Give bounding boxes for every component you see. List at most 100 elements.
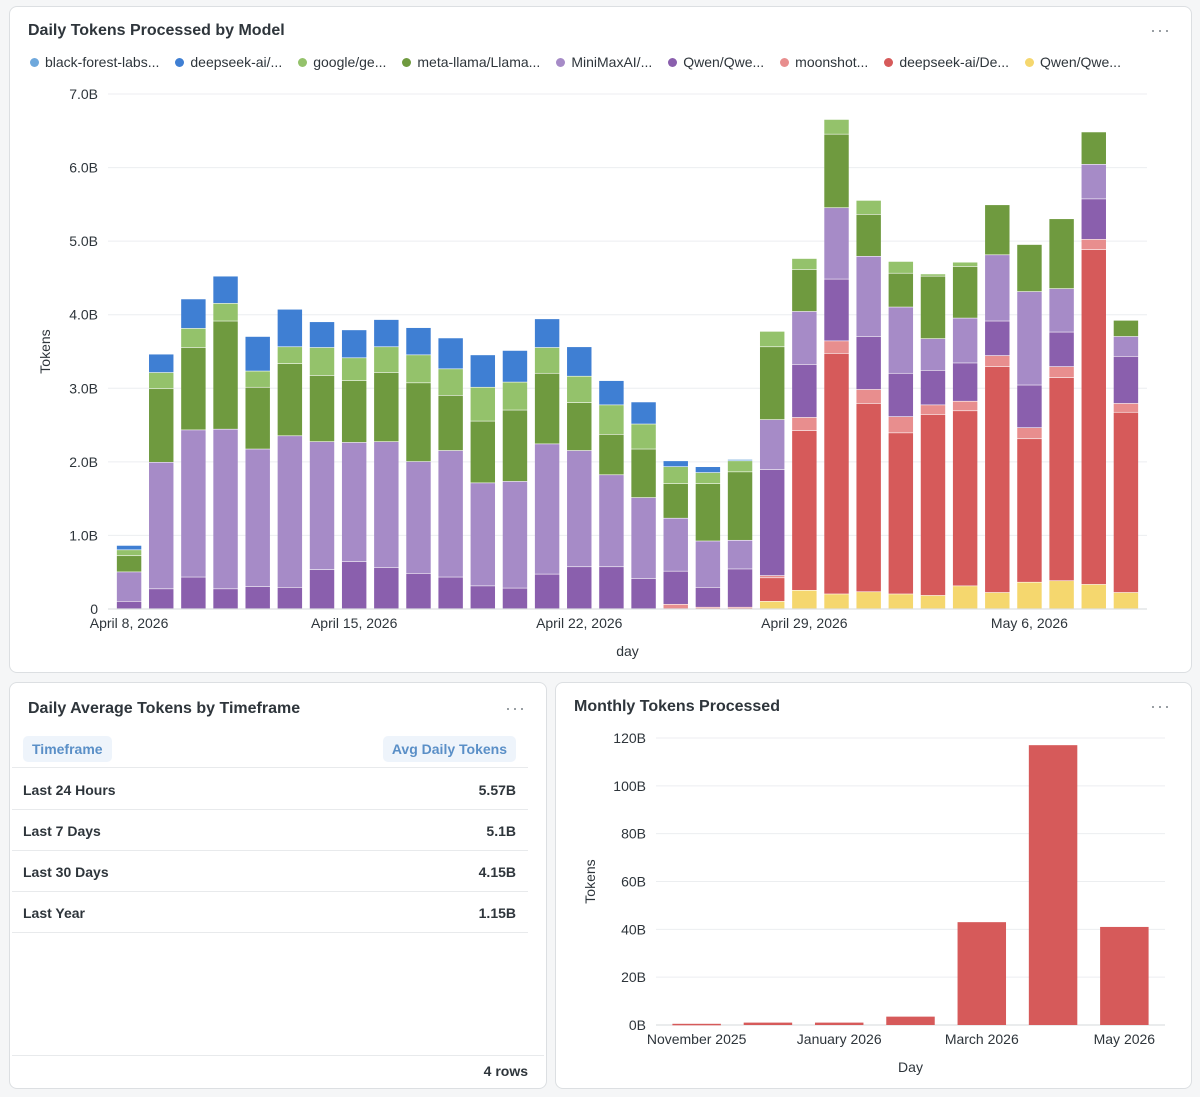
stacked-bar-segment[interactable] <box>1081 199 1106 240</box>
stacked-bar-segment[interactable] <box>406 461 431 574</box>
stacked-bar-segment[interactable] <box>116 545 142 550</box>
stacked-bar-segment[interactable] <box>695 483 721 541</box>
stacked-bar-segment[interactable] <box>727 472 753 540</box>
stacked-bar-segment[interactable] <box>695 541 721 588</box>
stacked-bar-segment[interactable] <box>599 380 624 405</box>
stacked-bar-segment[interactable] <box>920 274 946 276</box>
stacked-bar-segment[interactable] <box>277 347 303 364</box>
stacked-bar-segment[interactable] <box>438 577 463 609</box>
stacked-bar-segment[interactable] <box>149 589 174 609</box>
stacked-bar-segment[interactable] <box>985 366 1010 593</box>
stacked-bar-segment[interactable] <box>1017 428 1042 439</box>
stacked-bar-segment[interactable] <box>181 347 206 430</box>
stacked-bar-segment[interactable] <box>309 570 335 609</box>
stacked-bar-segment[interactable] <box>1081 249 1106 585</box>
stacked-bar-segment[interactable] <box>534 347 560 373</box>
stacked-bar-segment[interactable] <box>567 376 592 403</box>
stacked-bar-segment[interactable] <box>502 410 528 482</box>
stacked-bar-segment[interactable] <box>277 364 303 436</box>
table-row[interactable]: Last Year 1.15B <box>12 892 528 933</box>
stacked-bar-segment[interactable] <box>1081 132 1106 165</box>
stacked-bar-segment[interactable] <box>631 578 656 609</box>
stacked-bar-segment[interactable] <box>631 449 656 498</box>
stacked-bar-segment[interactable] <box>534 319 560 348</box>
stacked-bar-segment[interactable] <box>920 338 946 371</box>
legend-item[interactable]: deepseek-ai/De... <box>884 53 1009 71</box>
stacked-bar-segment[interactable] <box>759 578 785 602</box>
stacked-bar-segment[interactable] <box>213 303 238 321</box>
stacked-bar-segment[interactable] <box>663 461 688 467</box>
stacked-bar-segment[interactable] <box>759 601 785 609</box>
table-row[interactable]: Last 30 Days 4.15B <box>12 851 528 892</box>
stacked-bar-segment[interactable] <box>213 429 238 589</box>
stacked-bar-segment[interactable] <box>245 449 270 587</box>
stacked-bar-segment[interactable] <box>245 586 270 609</box>
stacked-bar-segment[interactable] <box>406 383 431 462</box>
stacked-bar-segment[interactable] <box>888 416 914 433</box>
stacked-bar-segment[interactable] <box>824 279 849 341</box>
stacked-bar-segment[interactable] <box>1113 592 1139 609</box>
stacked-bar-segment[interactable] <box>759 469 785 576</box>
stacked-bar-segment[interactable] <box>116 556 142 572</box>
stacked-bar-segment[interactable] <box>1081 584 1106 609</box>
stacked-bar-segment[interactable] <box>1081 164 1106 199</box>
stacked-bar-segment[interactable] <box>792 311 817 365</box>
stacked-bar-segment[interactable] <box>1113 412 1139 593</box>
stacked-bar-segment[interactable] <box>759 419 785 470</box>
stacked-bar-segment[interactable] <box>470 483 496 586</box>
stacked-bar-segment[interactable] <box>374 347 399 373</box>
stacked-bar-segment[interactable] <box>116 572 142 602</box>
stacked-bar-segment[interactable] <box>149 354 174 373</box>
stacked-bar-segment[interactable] <box>438 450 463 577</box>
stacked-bar-segment[interactable] <box>438 338 463 369</box>
stacked-bar-segment[interactable] <box>534 444 560 574</box>
stacked-bar-segment[interactable] <box>502 588 528 609</box>
stacked-bar-segment[interactable] <box>920 405 946 415</box>
stacked-bar-segment[interactable] <box>181 430 206 577</box>
stacked-bar-segment[interactable] <box>792 269 817 312</box>
stacked-bar-segment[interactable] <box>470 387 496 421</box>
stacked-bar-segment[interactable] <box>1049 219 1074 289</box>
column-header-timeframe[interactable]: Timeframe <box>23 736 112 762</box>
monthly-more-icon[interactable]: ··· <box>1150 696 1171 716</box>
stacked-bar-segment[interactable] <box>824 119 849 134</box>
stacked-bar-segment[interactable] <box>888 373 914 417</box>
stacked-bar-segment[interactable] <box>888 307 914 373</box>
legend-item[interactable]: deepseek-ai/... <box>175 53 282 71</box>
stacked-bar-segment[interactable] <box>599 434 624 475</box>
stacked-bar-segment[interactable] <box>727 459 753 461</box>
stacked-bar-segment[interactable] <box>406 327 431 355</box>
stacked-bar-segment[interactable] <box>567 567 592 609</box>
stacked-bar-segment[interactable] <box>149 372 174 389</box>
stacked-bar-segment[interactable] <box>759 575 785 578</box>
stacked-bar-segment[interactable] <box>599 475 624 567</box>
stacked-bar-segment[interactable] <box>952 401 978 411</box>
stacked-bar-segment[interactable] <box>245 336 270 371</box>
stacked-bar-segment[interactable] <box>438 369 463 396</box>
stacked-bar-segment[interactable] <box>309 441 335 570</box>
stacked-bar-segment[interactable] <box>1049 366 1074 378</box>
stacked-bar-segment[interactable] <box>567 403 592 451</box>
stacked-bar-segment[interactable] <box>695 472 721 484</box>
stacked-bar-segment[interactable] <box>824 353 849 594</box>
stacked-bar-segment[interactable] <box>470 421 496 483</box>
stacked-bar-segment[interactable] <box>374 441 399 568</box>
stacked-bar-segment[interactable] <box>181 577 206 609</box>
stacked-bar-segment[interactable] <box>952 318 978 363</box>
stacked-bar-segment[interactable] <box>663 467 688 484</box>
stacked-bar-segment[interactable] <box>213 321 238 429</box>
stacked-bar-segment[interactable] <box>631 402 656 424</box>
stacked-bar-segment[interactable] <box>116 550 142 556</box>
stacked-bar-segment[interactable] <box>1113 320 1139 337</box>
stacked-bar-segment[interactable] <box>920 370 946 405</box>
stacked-bar-segment[interactable] <box>406 355 431 383</box>
stacked-bar-segment[interactable] <box>695 587 721 607</box>
stacked-bar-segment[interactable] <box>534 373 560 444</box>
legend-item[interactable]: Qwen/Qwe... <box>1025 53 1121 71</box>
stacked-bar-segment[interactable] <box>1113 336 1139 357</box>
legend-item[interactable]: black-forest-labs... <box>30 53 159 71</box>
stacked-bar-segment[interactable] <box>406 573 431 609</box>
stacked-bar-segment[interactable] <box>1017 291 1042 385</box>
stacked-bar-segment[interactable] <box>792 258 817 270</box>
stacked-bar-segment[interactable] <box>663 518 688 571</box>
